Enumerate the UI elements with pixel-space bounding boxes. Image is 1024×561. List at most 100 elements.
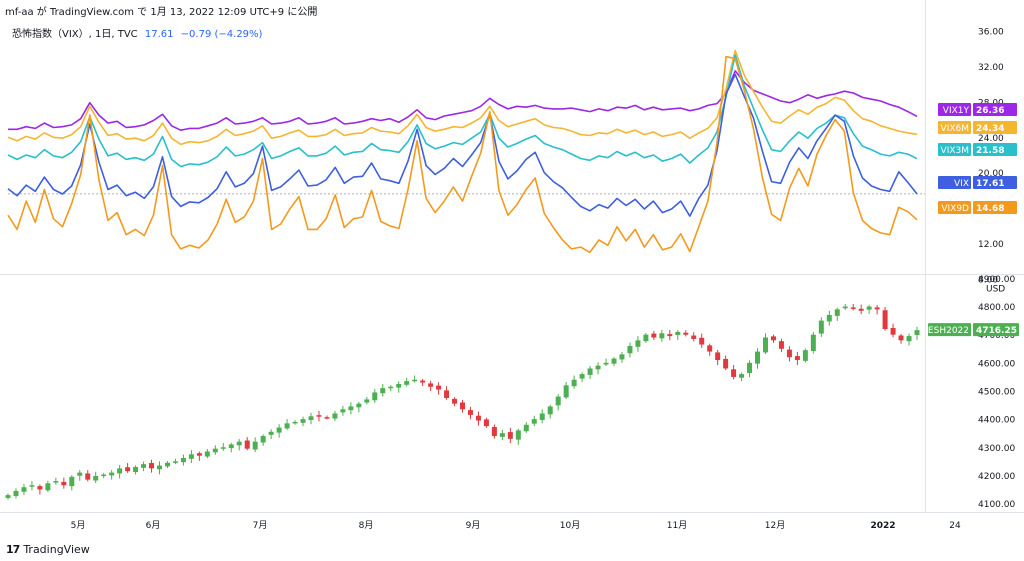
candle-body: [539, 413, 545, 420]
candle-body: [21, 487, 27, 492]
candle-body: [563, 385, 569, 398]
candle-body: [228, 444, 234, 449]
candle-body: [428, 383, 434, 387]
candle-body: [69, 476, 75, 487]
chart-legend: 恐怖指数（VIX）, 1日, TVC 17.61 −0.79 (−4.29%): [12, 25, 262, 40]
vix-y-tick: 12.00: [978, 240, 1004, 250]
series-value-tag-vix3m: [973, 143, 1017, 156]
series-value-vix9d: 14.68: [976, 204, 1004, 214]
candle-body: [603, 362, 609, 365]
time-axis: 5月 6月 7月 8月 9月 10月 11月 12月 2022 24: [71, 520, 961, 531]
candle-body: [619, 354, 625, 360]
x-tick-label: 9月: [466, 520, 481, 531]
candle-body: [164, 462, 170, 467]
candle-body: [834, 309, 840, 316]
es-y-tick: 4500.00: [978, 387, 1015, 397]
candle-body: [683, 332, 689, 335]
candle-body: [420, 380, 426, 383]
series-line-vix: [7, 73, 918, 217]
candle-body: [436, 385, 442, 390]
x-tick-label: 6月: [146, 520, 161, 531]
series-name-vix1y: VIX1Y: [943, 106, 970, 116]
candle-body: [914, 330, 920, 335]
candle-body: [364, 399, 370, 403]
series-name-tag-vix6m: [938, 121, 971, 134]
candle-body: [707, 345, 713, 352]
vix-pane: [7, 49, 918, 254]
x-tick-label: 10月: [560, 520, 580, 531]
publish-header: mf-aa が TradingView.com で 1月 13, 2022 12…: [5, 7, 318, 18]
candle-body: [444, 390, 450, 399]
candle-body: [659, 333, 665, 339]
x-tick-label: 11月: [667, 520, 687, 531]
candle-body: [61, 481, 67, 486]
x-tick-label: 8月: [359, 520, 374, 531]
chart-frame: [0, 0, 1024, 513]
vix-y-tick: 36.00: [978, 28, 1004, 38]
series-name-vix: VIX: [954, 179, 969, 189]
candle-body: [452, 398, 458, 404]
x-tick-label: 5月: [71, 520, 86, 531]
vix-y-tick: 8.00: [978, 276, 998, 286]
series-name-tag-vix3m: [938, 143, 971, 156]
candle-body: [133, 466, 139, 473]
series-value-vix: 17.61: [976, 179, 1004, 189]
candle-body: [260, 436, 266, 443]
candle-body: [252, 441, 258, 450]
candle-body: [731, 369, 737, 377]
candle-body: [898, 335, 904, 341]
candle-body: [236, 441, 242, 446]
candle-body: [404, 381, 410, 385]
candle-body: [778, 341, 784, 349]
candle-body: [324, 417, 330, 419]
candle-body: [555, 396, 561, 406]
es-y-tick: 4900.00: [978, 275, 1015, 285]
candle-body: [475, 415, 481, 421]
candle-body: [308, 416, 314, 420]
candle-body: [284, 423, 290, 429]
es-symbol: ESH2022: [928, 326, 969, 336]
candle-body: [842, 306, 848, 309]
candle-body: [37, 486, 43, 490]
candle-body: [715, 352, 721, 361]
candle-body: [172, 461, 178, 463]
candle-body: [491, 427, 497, 437]
candle-body: [611, 358, 617, 364]
candle-body: [770, 336, 776, 341]
candle-body: [467, 410, 473, 415]
candle-body: [483, 419, 489, 427]
series-name-vix6m: VIX6M: [941, 124, 969, 134]
candle-body: [858, 308, 864, 311]
candle-body: [356, 403, 362, 408]
candle-body: [627, 345, 633, 354]
candle-body: [460, 402, 465, 410]
candle-body: [77, 472, 83, 476]
candle-body: [125, 467, 131, 472]
legend-value: 17.61: [144, 29, 174, 40]
candle-body: [691, 335, 697, 339]
candle-body: [547, 406, 553, 415]
es-y-tick: 4100.00: [978, 500, 1015, 510]
series-name-tag-vix1y: [938, 103, 971, 116]
candle-body: [882, 310, 888, 330]
candle-body: [332, 413, 338, 419]
es-y-tick: 4200.00: [978, 472, 1015, 482]
series-name-vix3m: VIX3M: [941, 146, 969, 156]
candle-body: [5, 495, 11, 498]
candle-body: [802, 350, 808, 361]
series-value-vix6m: 24.34: [976, 124, 1004, 134]
es-y-tick: 4300.00: [978, 444, 1015, 454]
candle-body: [763, 337, 768, 353]
series-value-tag-vix9d: [973, 201, 1017, 214]
candle-body: [340, 409, 346, 413]
vix-y-tick: 24.00: [978, 134, 1004, 144]
candle-body: [412, 379, 418, 382]
candle-body: [723, 358, 729, 369]
candle-body: [188, 454, 194, 459]
candle-body: [523, 424, 529, 432]
candle-body: [372, 392, 378, 401]
candle-body: [507, 432, 513, 439]
series-value-tag-vix1y: [973, 103, 1017, 116]
candle-body: [93, 475, 99, 481]
